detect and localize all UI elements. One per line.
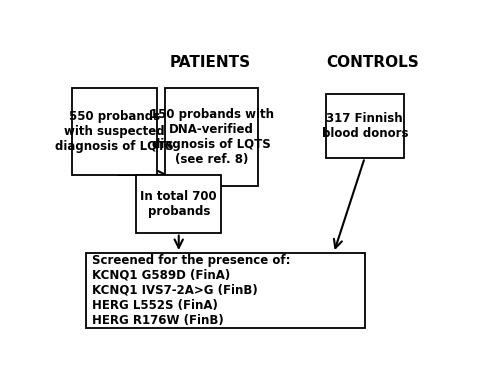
- FancyBboxPatch shape: [86, 253, 365, 328]
- FancyBboxPatch shape: [136, 175, 222, 232]
- Text: Screened for the presence of:
KCNQ1 G589D (FinA)
KCNQ1 IVS7-2A>G (FinB)
HERG L55: Screened for the presence of: KCNQ1 G589…: [92, 254, 290, 327]
- Text: PATIENTS: PATIENTS: [169, 55, 250, 70]
- Text: 317 Finnish
blood donors: 317 Finnish blood donors: [322, 112, 408, 140]
- FancyBboxPatch shape: [326, 94, 404, 158]
- Text: In total 700
probands: In total 700 probands: [140, 190, 217, 218]
- Text: 550 probands
with suspected
diagnosis of LQTS: 550 probands with suspected diagnosis of…: [56, 110, 174, 153]
- Text: 150 probands with
DNA-verified
diagnosis of LQTS
(see ref. 8): 150 probands with DNA-verified diagnosis…: [150, 108, 274, 166]
- Text: CONTROLS: CONTROLS: [326, 55, 419, 70]
- FancyBboxPatch shape: [72, 88, 158, 175]
- FancyBboxPatch shape: [165, 88, 258, 186]
